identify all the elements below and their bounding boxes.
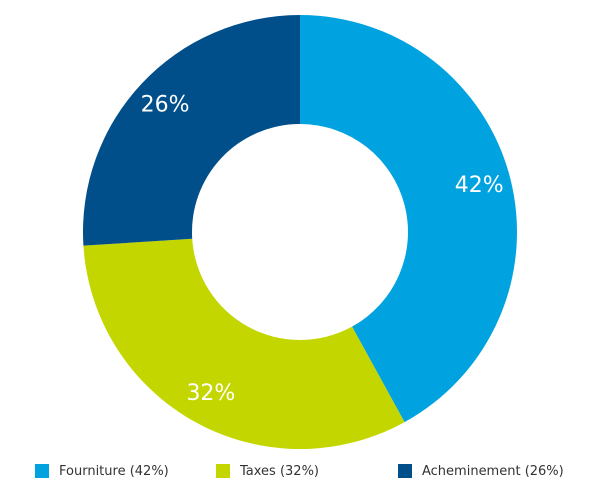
legend-swatch-taxes (216, 464, 230, 478)
donut-slices (83, 15, 517, 449)
slice-labels: 42% 32% 26% (141, 92, 504, 406)
donut-slice-fourniture[interactable] (300, 15, 517, 423)
legend-swatch-acheminement (398, 464, 412, 478)
donut-slice-acheminement[interactable] (83, 15, 300, 246)
legend-label-taxes: Taxes (32%) (240, 463, 319, 479)
legend: Fourniture (42%) Taxes (32%) Acheminemen… (0, 460, 600, 482)
legend-label-acheminement: Acheminement (26%) (422, 463, 564, 479)
legend-item-fourniture[interactable]: Fourniture (42%) (35, 460, 169, 482)
legend-item-acheminement[interactable]: Acheminement (26%) (398, 460, 564, 482)
legend-item-taxes[interactable]: Taxes (32%) (216, 460, 319, 482)
donut-chart: 42% 32% 26% (83, 15, 517, 449)
slice-label-acheminement: 26% (141, 92, 190, 117)
slice-label-taxes: 32% (186, 381, 235, 406)
legend-swatch-fourniture (35, 464, 49, 478)
donut-slice-taxes[interactable] (83, 238, 405, 449)
legend-label-fourniture: Fourniture (42%) (59, 463, 169, 479)
slice-label-fourniture: 42% (455, 173, 504, 198)
